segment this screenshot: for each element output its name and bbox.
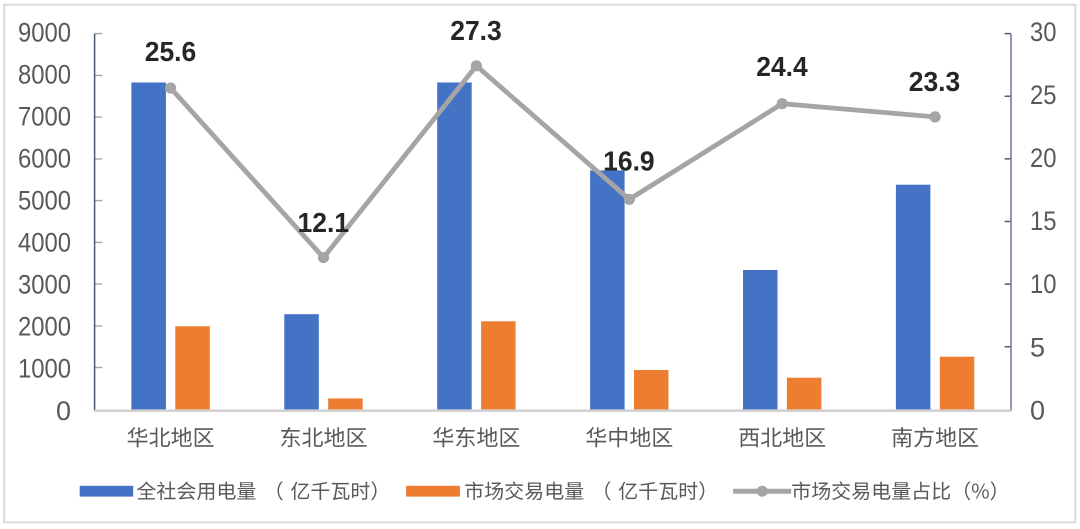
svg-text:27.3: 27.3 [450,15,502,46]
svg-text:16.9: 16.9 [603,146,655,177]
svg-text:30: 30 [1030,17,1057,47]
svg-text:24.4: 24.4 [756,51,808,82]
svg-text:25: 25 [1030,80,1057,110]
svg-text:20: 20 [1030,143,1057,173]
svg-text:6000: 6000 [18,144,71,174]
svg-text:12.1: 12.1 [298,207,350,238]
svg-text:10: 10 [1030,269,1057,299]
svg-text:1000: 1000 [18,354,71,384]
svg-text:4000: 4000 [18,228,71,258]
svg-text:8000: 8000 [18,59,71,89]
svg-text:5000: 5000 [18,186,71,216]
svg-text:3000: 3000 [18,270,71,300]
svg-text:23.3: 23.3 [909,66,961,97]
svg-text:0: 0 [1030,395,1045,425]
svg-text:5: 5 [1030,332,1045,362]
svg-text:7000: 7000 [18,101,71,131]
svg-text:9000: 9000 [18,17,71,47]
svg-text:0: 0 [56,396,71,426]
svg-text:15: 15 [1030,206,1057,236]
svg-text:2000: 2000 [18,312,71,342]
svg-text:25.6: 25.6 [145,36,197,67]
